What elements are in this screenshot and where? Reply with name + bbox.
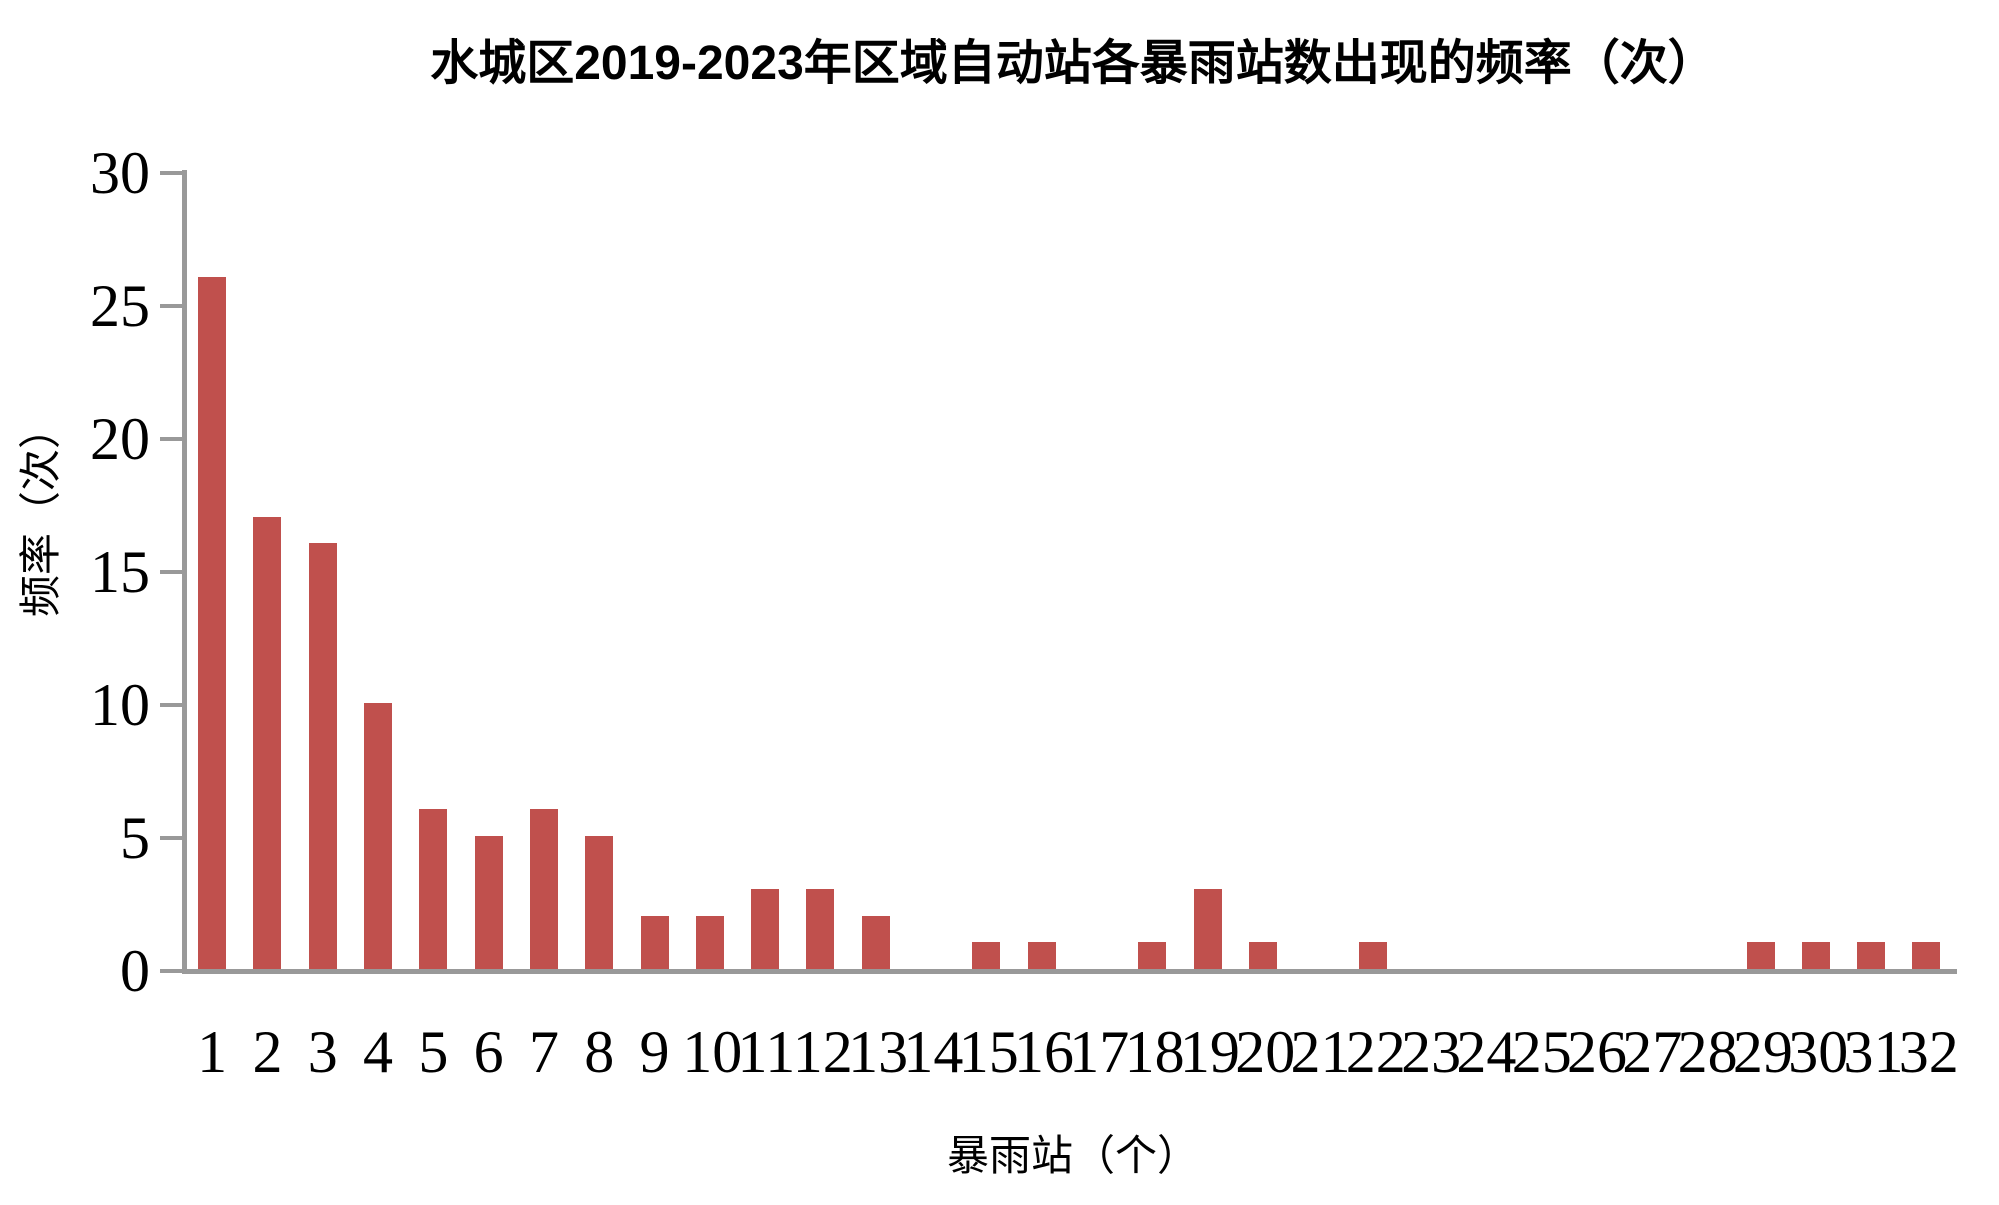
x-tick-label: 11 <box>737 1019 796 1085</box>
bar-19 <box>1193 889 1222 969</box>
y-tick-label: 0 <box>120 938 150 1004</box>
x-tick-label: 28 <box>1677 1019 1738 1085</box>
x-tick-label: 4 <box>363 1019 394 1085</box>
x-tick-label: 2 <box>252 1019 283 1085</box>
x-tick-label: 15 <box>958 1019 1019 1085</box>
x-tick-label: 20 <box>1235 1019 1296 1085</box>
x-tick-label: 25 <box>1511 1019 1572 1085</box>
x-tick-label: 22 <box>1345 1019 1406 1085</box>
x-tick-label: 31 <box>1843 1019 1904 1085</box>
x-tick-label: 26 <box>1567 1019 1627 1085</box>
y-tick-label: 15 <box>90 539 150 605</box>
y-tick-mark <box>160 304 182 308</box>
bar-29 <box>1746 942 1775 969</box>
y-tick-mark <box>160 836 182 840</box>
bar-9 <box>640 915 669 969</box>
x-tick-label: 5 <box>418 1019 449 1085</box>
bar-1 <box>198 277 227 969</box>
x-tick-label: 24 <box>1456 1019 1517 1085</box>
x-tick-label: 13 <box>848 1019 909 1085</box>
x-tick-label: 21 <box>1290 1019 1351 1085</box>
y-tick-label: 10 <box>90 672 150 738</box>
bar-11 <box>751 889 780 969</box>
x-tick-label: 1 <box>197 1019 228 1085</box>
x-tick-label: 12 <box>792 1019 853 1085</box>
bar-6 <box>474 836 503 969</box>
chart-title: 水城区2019-2023年区域自动站各暴雨站数出现的频率（次） <box>430 37 1716 90</box>
y-tick-mark <box>160 570 182 574</box>
x-tick-label: 23 <box>1401 1019 1462 1085</box>
bar-22 <box>1359 942 1388 969</box>
bar-8 <box>585 836 614 969</box>
x-tick-label: 27 <box>1622 1019 1683 1085</box>
bar-30 <box>1801 942 1830 969</box>
x-tick-label: 18 <box>1124 1019 1185 1085</box>
x-axis-title: 暴雨站（个） <box>946 1134 1199 1180</box>
bar-13 <box>861 915 890 969</box>
y-tick-label: 5 <box>120 805 150 871</box>
bar-3 <box>308 543 337 969</box>
x-tick-label: 10 <box>682 1019 743 1085</box>
y-tick-label: 20 <box>90 406 150 472</box>
bar-2 <box>253 516 282 969</box>
x-tick-label: 32 <box>1898 1019 1959 1085</box>
x-tick-label: 16 <box>1014 1019 1074 1085</box>
x-tick-label: 9 <box>639 1019 670 1085</box>
x-tick-label: 19 <box>1179 1019 1240 1085</box>
y-tick-mark <box>160 703 182 707</box>
bar-18 <box>1138 942 1167 969</box>
bar-16 <box>1027 942 1056 969</box>
x-tick-label: 6 <box>473 1019 504 1085</box>
x-tick-label: 14 <box>903 1019 964 1085</box>
x-tick-label: 29 <box>1732 1019 1793 1085</box>
x-tick-label: 8 <box>584 1019 615 1085</box>
x-tick-label: 17 <box>1069 1019 1130 1085</box>
bar-10 <box>695 915 724 969</box>
x-tick-label: 30 <box>1788 1019 1849 1085</box>
bar-32 <box>1912 942 1941 969</box>
y-axis-line <box>182 170 187 974</box>
y-tick-mark <box>160 969 182 973</box>
x-tick-label: 7 <box>528 1019 559 1085</box>
bar-20 <box>1248 942 1277 969</box>
bar-12 <box>806 889 835 969</box>
bar-15 <box>972 942 1001 969</box>
bar-4 <box>364 703 393 969</box>
bar-7 <box>529 809 558 969</box>
bar-5 <box>419 809 448 969</box>
x-tick-label: 3 <box>307 1019 338 1085</box>
y-tick-label: 25 <box>90 273 150 339</box>
x-axis-line <box>182 969 1957 974</box>
y-tick-mark <box>160 171 182 175</box>
y-tick-label: 30 <box>90 140 150 206</box>
bar-31 <box>1857 942 1886 969</box>
y-tick-mark <box>160 437 182 441</box>
